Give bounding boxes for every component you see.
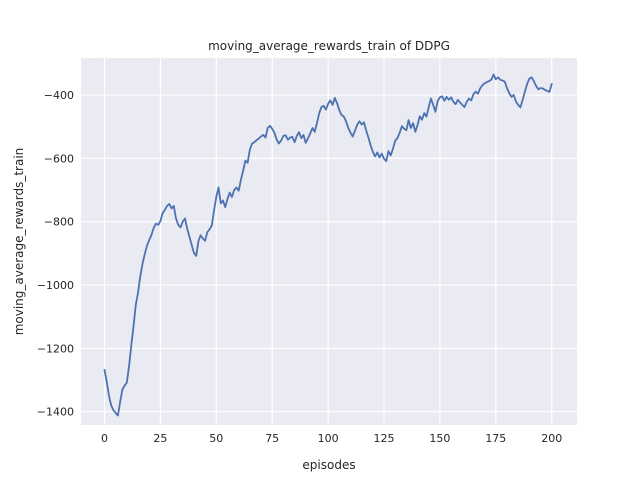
x-tick-label: 25 xyxy=(153,432,167,445)
x-tick-label: 0 xyxy=(101,432,108,445)
data-line xyxy=(103,73,553,417)
y-tick-labels: −400 −600 −800 −1000 −1200 −1400 xyxy=(37,89,74,419)
y-tick-label: −600 xyxy=(44,152,74,165)
y-tick-label: −400 xyxy=(44,89,74,102)
y-tick-label: −1400 xyxy=(37,406,74,419)
x-tick-label: 75 xyxy=(265,432,279,445)
gridlines xyxy=(81,58,577,425)
y-tick-label: −1000 xyxy=(37,279,74,292)
y-tick-label: −800 xyxy=(44,216,74,229)
x-axis-label: episodes xyxy=(302,458,355,472)
x-tick-label: 175 xyxy=(485,432,506,445)
plot-area xyxy=(81,58,577,425)
y-axis-label: moving_average_rewards_train xyxy=(12,148,26,336)
x-tick-label: 50 xyxy=(209,432,223,445)
x-tick-label: 125 xyxy=(374,432,395,445)
y-tick-label: −1200 xyxy=(37,342,74,355)
x-tick-label: 200 xyxy=(541,432,562,445)
chart-title: moving_average_rewards_train of DDPG xyxy=(208,39,450,53)
x-tick-label: 100 xyxy=(318,432,339,445)
x-tick-label: 150 xyxy=(429,432,450,445)
x-tick-labels: 0 25 50 75 100 125 150 175 200 xyxy=(101,432,562,445)
